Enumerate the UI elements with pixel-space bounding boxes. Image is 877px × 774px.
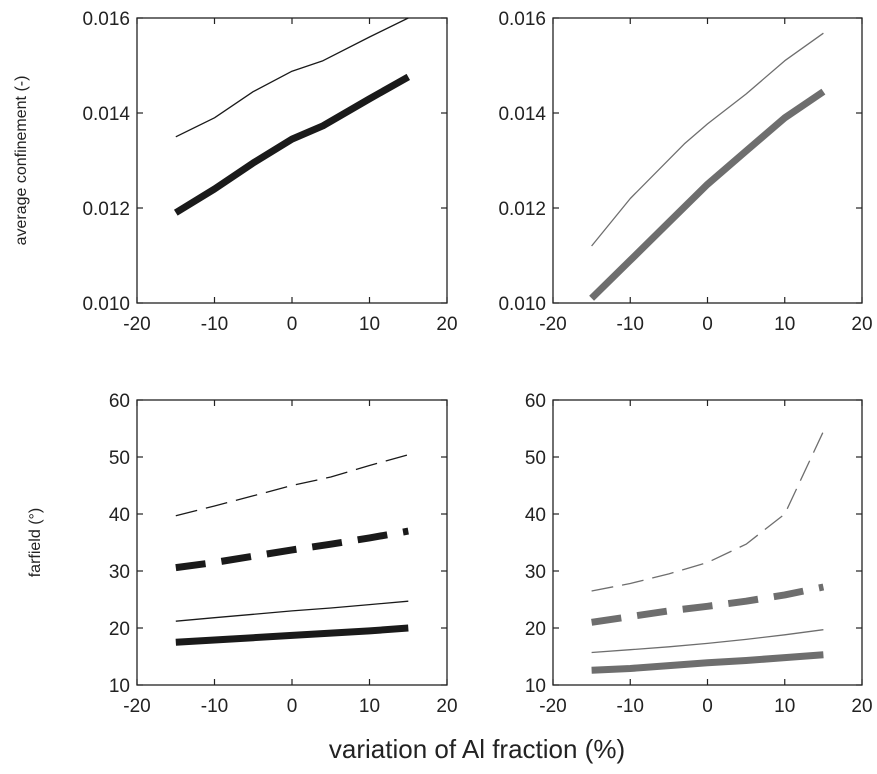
x-tick-label: 0 [702, 314, 713, 335]
x-tick-label: -10 [201, 314, 228, 335]
y-tick-label: 0.012 [498, 199, 546, 220]
y-tick-label: 60 [525, 391, 546, 412]
y-tick-label: 40 [109, 505, 130, 526]
x-tick-label: 0 [287, 314, 298, 335]
plot-frame [552, 17, 863, 304]
y-tick-label: 50 [525, 448, 546, 469]
y-axis-title: farfield (°) [27, 508, 44, 578]
y-tick-label: 20 [525, 619, 546, 640]
y-tick-label: 10 [525, 676, 546, 697]
panel-bottom-right: -20 -10 0 10 20 10 20 30 40 50 60 [525, 391, 873, 717]
series-line-thin-dashed [175, 454, 409, 517]
x-tick-label: 20 [436, 696, 457, 717]
series-line-thick-solid [173, 73, 411, 216]
series-line-thick-dashed [591, 583, 825, 626]
series-line-thick-solid [591, 651, 824, 674]
x-tick-label: 10 [359, 696, 380, 717]
y-tick-label: 0.016 [498, 9, 546, 30]
figure-xlabel: variation of Al fraction (%) [329, 734, 625, 764]
series-line-thick-solid [175, 624, 409, 646]
x-tick-label: -20 [539, 314, 566, 335]
series-line-thin-solid [175, 17, 409, 138]
y-tick-label: 0.016 [82, 9, 130, 30]
y-tick-label: 0.014 [82, 104, 130, 125]
x-tick-label: -20 [123, 314, 150, 335]
series-line-thin-dashed [591, 431, 824, 592]
y-tick-label: 40 [525, 505, 546, 526]
x-tick-label: 20 [851, 696, 872, 717]
series-line-thick-solid [589, 88, 826, 301]
x-tick-label: 10 [359, 314, 380, 335]
x-tick-label: 20 [436, 314, 457, 335]
plot-frame [552, 399, 863, 686]
y-tick-label: 0.010 [82, 294, 130, 315]
y-tick-label: 0.010 [498, 294, 546, 315]
x-tick-label: 10 [774, 314, 795, 335]
panel-top-right: -20 -10 0 10 20 0.010 0.012 0.014 0.016 [498, 9, 872, 335]
x-tick-label: -20 [123, 696, 150, 717]
x-tick-label: -10 [617, 314, 644, 335]
y-tick-label: 20 [109, 619, 130, 640]
x-tick-label: 0 [287, 696, 298, 717]
y-tick-label: 30 [525, 562, 546, 583]
x-tick-label: -10 [201, 696, 228, 717]
x-tick-label: 10 [774, 696, 795, 717]
panel-top-left: -20 -10 0 10 20 0.010 0.012 0.014 0.016 average c… [13, 9, 458, 335]
x-tick-label: -20 [539, 696, 566, 717]
plot-frame [136, 17, 448, 304]
y-tick-label: 10 [109, 676, 130, 697]
x-tick-label: -10 [617, 696, 644, 717]
panel-bottom-left: -20 -10 0 10 20 10 20 30 40 50 60 farfield (°) [27, 391, 458, 717]
y-tick-label: 0.012 [82, 199, 130, 220]
y-tick-label: 50 [109, 448, 130, 469]
y-tick-label: 60 [109, 391, 130, 412]
series-line-thin-solid [175, 600, 409, 622]
y-tick-label: 0.014 [498, 104, 546, 125]
x-tick-label: 20 [851, 314, 872, 335]
series-line-thin-solid [591, 32, 824, 247]
series-line-thin-solid [591, 629, 824, 654]
series-line-thick-dashed [175, 527, 409, 572]
y-tick-label: 30 [109, 562, 130, 583]
y-axis-title: average confinement (-) [13, 76, 30, 246]
x-tick-label: 0 [702, 696, 713, 717]
